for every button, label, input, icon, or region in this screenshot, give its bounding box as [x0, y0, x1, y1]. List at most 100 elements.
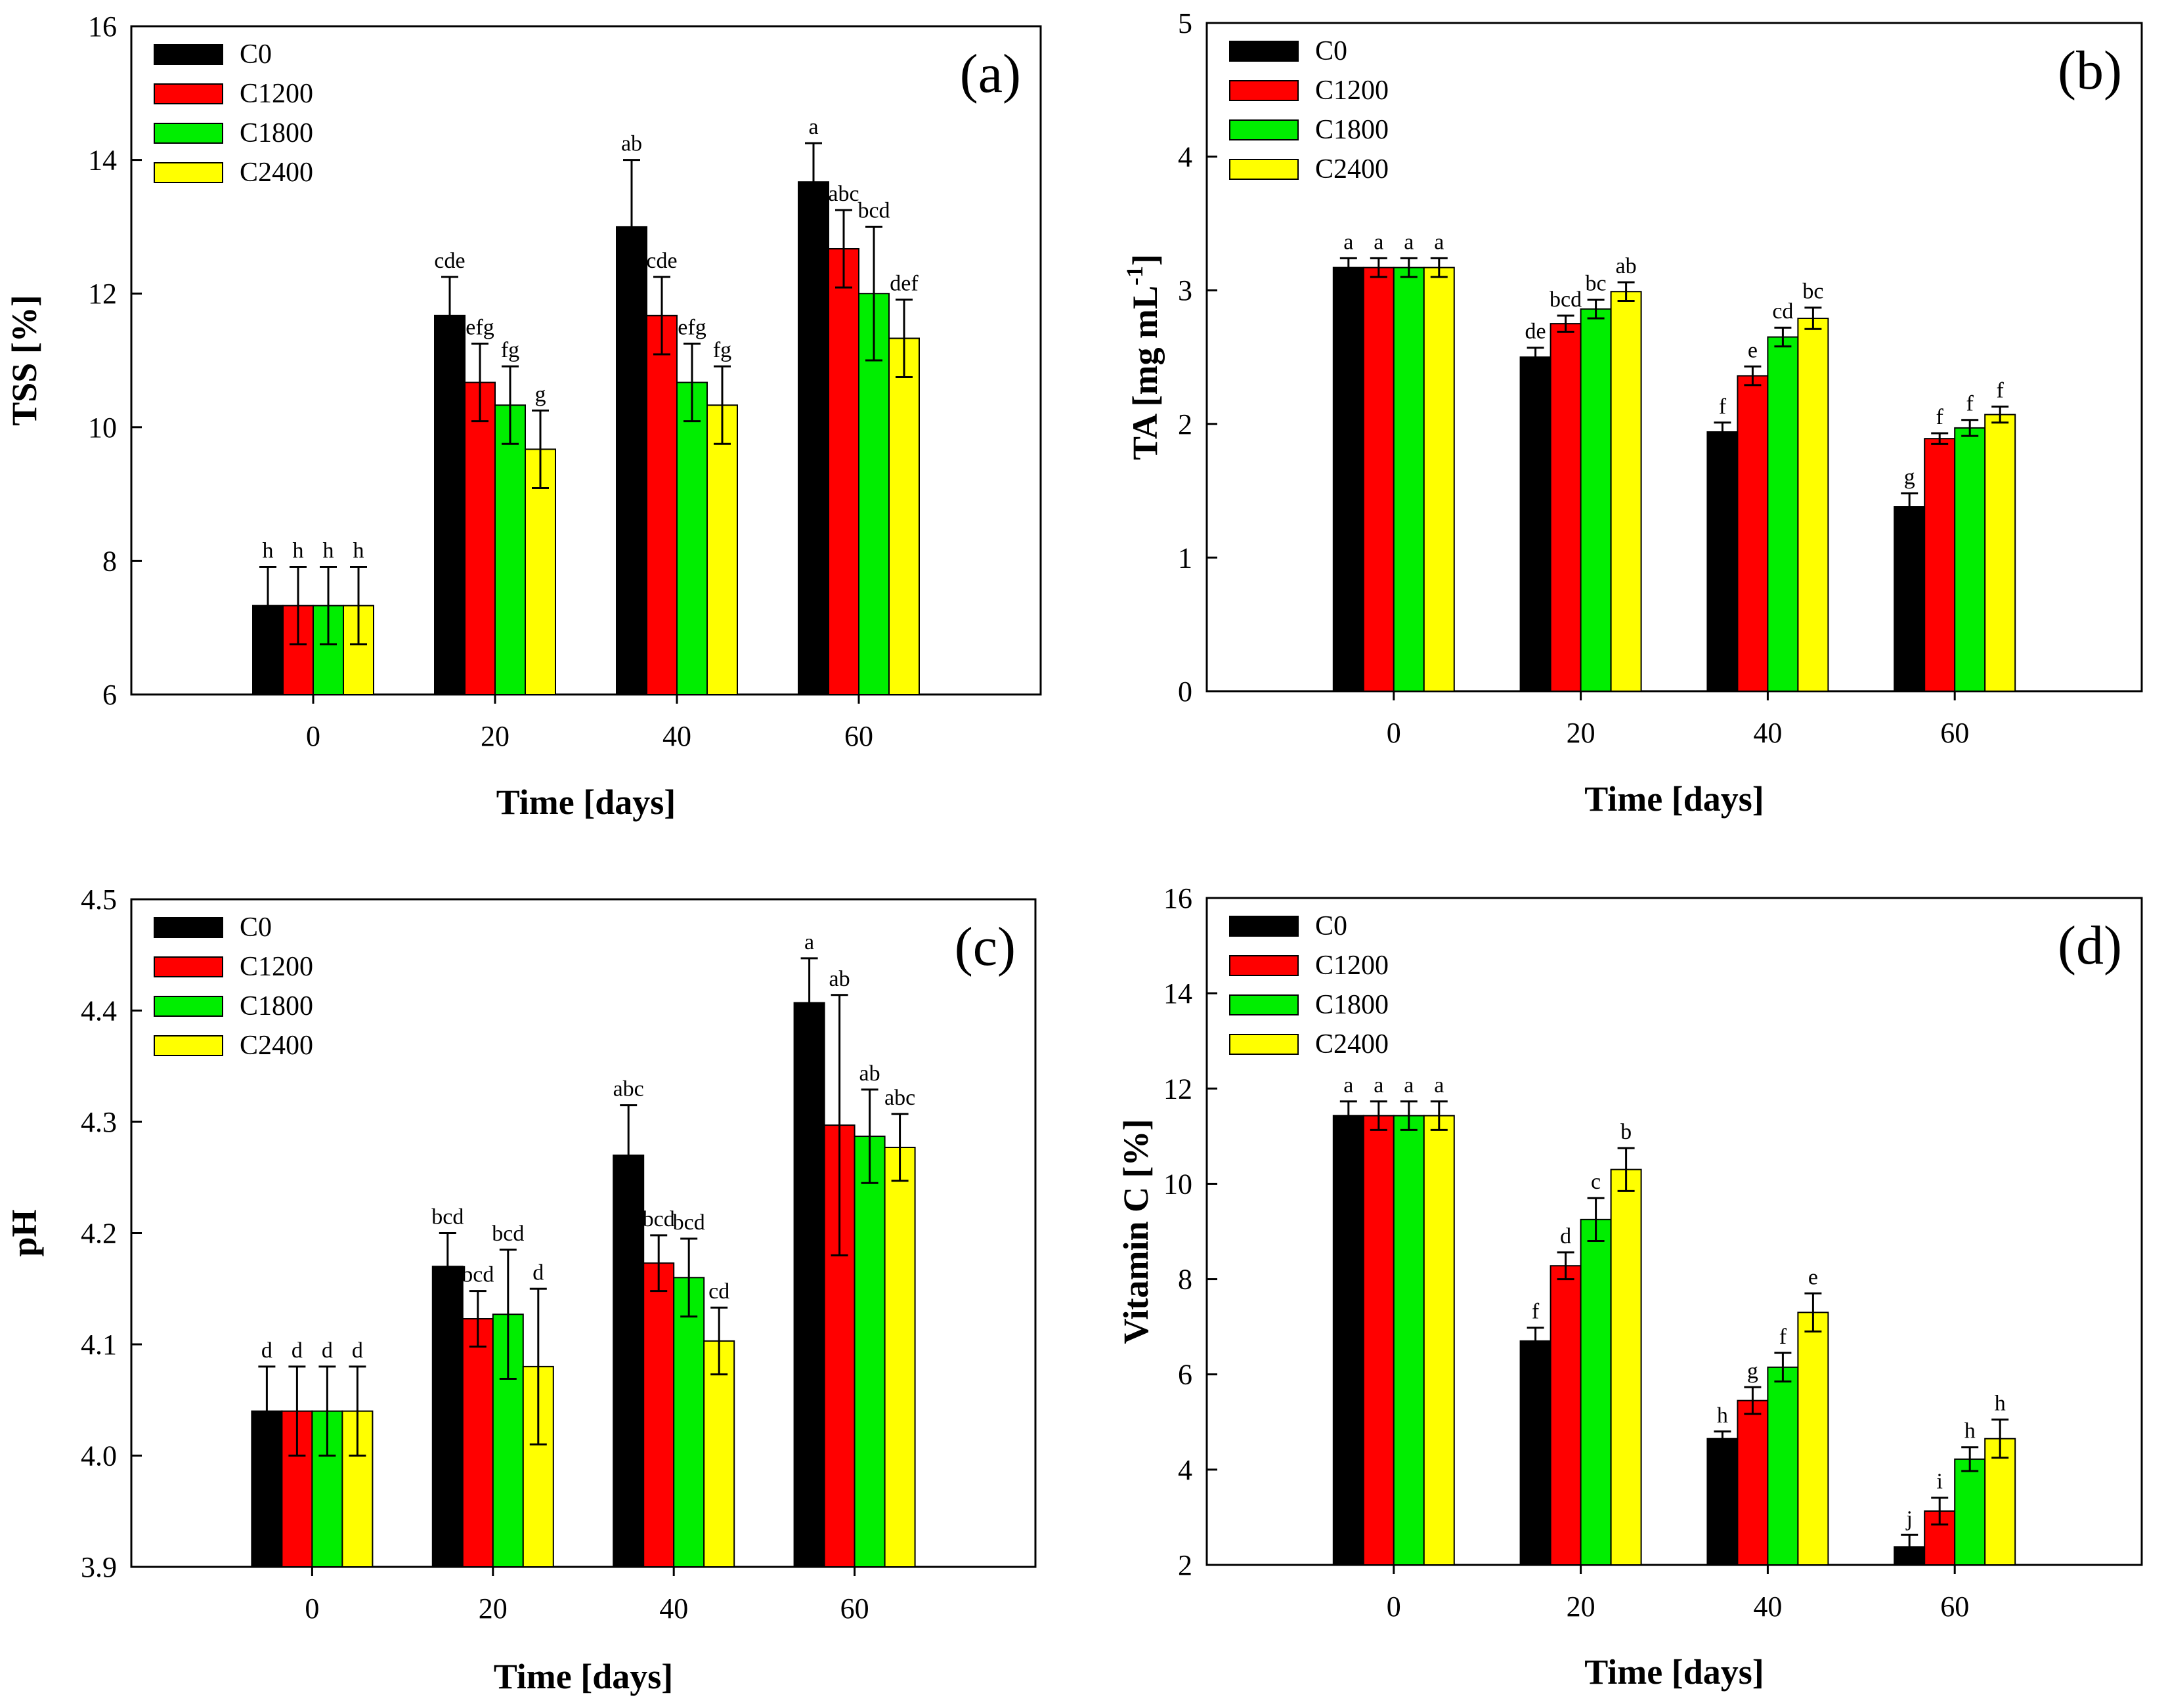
y-axis-title-suffix: ] — [1125, 254, 1165, 266]
y-tick-label: 10 — [1163, 1168, 1192, 1200]
legend-swatch-C0 — [1229, 916, 1299, 937]
bar-C2400-day-0 — [1423, 1115, 1455, 1566]
y-tick-label: 4.2 — [81, 1218, 117, 1250]
bar-C0-day-0 — [1332, 267, 1364, 692]
significance-letter: bcd — [857, 198, 890, 223]
significance-letter: de — [1525, 320, 1546, 344]
significance-letter: a — [1374, 230, 1383, 254]
x-tick-label: 40 — [662, 720, 691, 752]
x-tick-label: 0 — [1387, 1591, 1401, 1623]
bar-C1200-day-40 — [646, 314, 678, 695]
y-axis-title-text: pH — [5, 1209, 44, 1256]
x-tick-label: 0 — [306, 720, 320, 752]
significance-letter: fg — [713, 338, 731, 362]
significance-letter: a — [1343, 230, 1353, 254]
legend-label: C2400 — [240, 1031, 313, 1061]
x-tick-label: 0 — [305, 1592, 319, 1625]
bar-C0-day-40 — [613, 1154, 645, 1568]
significance-letter: f — [1779, 1325, 1787, 1349]
significance-letter: h — [293, 539, 304, 563]
y-tick-label: 14 — [88, 144, 117, 177]
bar-C1800-day-0 — [1393, 267, 1425, 692]
bar-C1200-day-0 — [1362, 1115, 1395, 1566]
significance-letter: bcd — [492, 1222, 524, 1246]
bar-C0-day-60 — [798, 181, 829, 696]
bar-C1800-day-40 — [676, 381, 708, 695]
y-tick-label: 4.0 — [81, 1440, 117, 1472]
bar-C1800-day-60 — [1954, 427, 1986, 693]
bar-C1800-day-40 — [1767, 1366, 1799, 1566]
bar-C1800-day-20 — [494, 404, 526, 695]
significance-letter: a — [1404, 1073, 1414, 1098]
y-tick-label: 0 — [1178, 675, 1192, 708]
legend-label: C1800 — [1315, 990, 1389, 1020]
bar-C0-day-20 — [1519, 1340, 1551, 1566]
legend-label: C0 — [1315, 911, 1347, 941]
legend-swatch-C1800 — [1229, 119, 1299, 140]
significance-letter: a — [804, 930, 814, 954]
chart-panel-c: 3.94.04.14.24.34.44.50 20 40 60dbcdabcadbcd… — [5, 884, 1037, 1696]
bar-C2400-day-40 — [1797, 1312, 1829, 1566]
significance-letter: h — [1717, 1403, 1728, 1428]
significance-letter: f — [1532, 1300, 1540, 1324]
x-axis-title: Time [days] — [1584, 1652, 1764, 1692]
y-axis-title-text: Vitamin C [%] — [1116, 1119, 1156, 1344]
significance-letter: cde — [646, 249, 677, 273]
legend-swatch-C2400 — [1229, 159, 1299, 180]
y-tick-label: 4.3 — [81, 1106, 117, 1138]
bar-C1800-day-20 — [1580, 1218, 1612, 1566]
significance-letter: a — [1434, 1073, 1444, 1098]
legend-label: C0 — [1315, 36, 1347, 66]
x-tick-label: 40 — [1753, 717, 1782, 749]
legend-label: C1200 — [240, 79, 313, 109]
bar-C2400-day-60 — [884, 1146, 916, 1568]
significance-letter: d — [322, 1338, 333, 1363]
significance-letter: i — [1936, 1470, 1942, 1494]
y-tick-label: 4 — [1178, 141, 1192, 173]
significance-letter: abc — [884, 1086, 915, 1110]
y-tick-label: 3 — [1178, 274, 1192, 307]
significance-letter: efg — [466, 316, 494, 340]
significance-letter: a — [1434, 230, 1444, 254]
y-tick-label: 1 — [1178, 542, 1192, 574]
bar-C1800-day-40 — [673, 1277, 705, 1568]
significance-letter: bcd — [643, 1207, 675, 1231]
x-tick-label: 60 — [1940, 1591, 1969, 1623]
bar-C2400-day-20 — [1610, 291, 1642, 692]
bar-C0-day-40 — [616, 226, 647, 695]
bar-C1800-day-40 — [1767, 336, 1799, 692]
bar-C1200-day-60 — [1924, 438, 1956, 692]
significance-letter: h — [1964, 1419, 1976, 1443]
bar-C1800-day-60 — [1954, 1458, 1986, 1566]
y-tick-label: 16 — [88, 11, 117, 43]
panel-label: (c) — [955, 916, 1016, 977]
bar-C0-day-60 — [793, 1002, 825, 1568]
bar-C0-day-40 — [1706, 1438, 1739, 1566]
y-tick-label: 8 — [1178, 1264, 1192, 1296]
significance-letter: f — [1997, 378, 2005, 402]
significance-letter: f — [1966, 392, 1974, 416]
significance-letter: e — [1748, 338, 1758, 362]
significance-letter: ab — [621, 132, 642, 156]
y-tick-label: 4.1 — [81, 1329, 117, 1361]
x-tick-label: 20 — [1567, 717, 1595, 749]
y-axis-title-text: TA [mg mL — [1125, 286, 1165, 460]
legend-label: C1800 — [240, 118, 313, 148]
legend-label: C2400 — [240, 158, 313, 188]
chart-panel-d: 2 4 6 8 10 12 14 16 0 20 40 60 a f h j a d g i a c f h a b e h C0 C12… — [1116, 882, 2143, 1692]
bar-C0-day-60 — [1894, 506, 1926, 692]
legend-swatch-C0 — [154, 917, 223, 938]
bar-C0-day-20 — [431, 1266, 464, 1568]
significance-letter: g — [1904, 465, 1915, 490]
significance-letter: d — [261, 1338, 272, 1363]
panel-label: (d) — [2058, 915, 2122, 976]
significance-letter: ab — [829, 967, 850, 991]
significance-letter: g — [1747, 1359, 1758, 1383]
legend-swatch-C1200 — [1229, 955, 1299, 976]
x-axis-title: Time [days] — [1584, 779, 1764, 819]
y-tick-label: 4 — [1178, 1454, 1192, 1486]
bar-C2400-day-40 — [706, 404, 738, 695]
legend-swatch-C2400 — [154, 1035, 223, 1056]
plot-frame — [1205, 897, 2143, 1566]
